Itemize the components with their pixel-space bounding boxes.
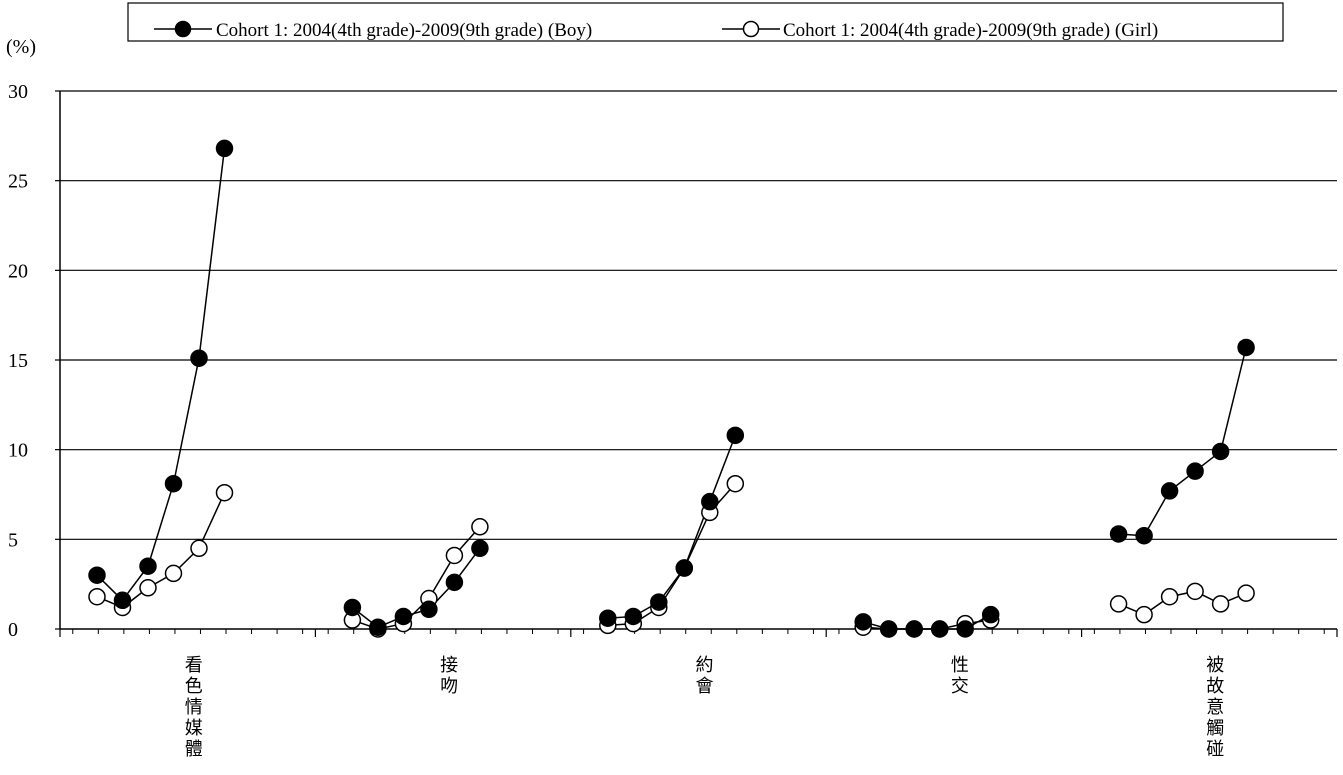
data-point-girl	[139, 579, 157, 597]
legend: Cohort 1: 2004(4th grade)-2009(9th grade…	[127, 2, 1284, 42]
category-labels: 看色情媒體 接吻 約會 性交 被故意觸碰	[185, 655, 1225, 760]
data-point-boy	[1186, 462, 1204, 480]
data-point-boy	[1135, 526, 1153, 545]
data-point-boy	[1160, 482, 1179, 500]
data-point-girl	[1160, 587, 1179, 606]
data-point-boy	[471, 539, 489, 558]
data-point-boy	[905, 620, 923, 638]
data-point-boy	[113, 591, 132, 610]
data-point-boy	[139, 557, 157, 575]
category-label-0: 看色情媒體	[185, 655, 203, 760]
data-point-boy	[726, 426, 745, 445]
y-tick-label-0: 0	[8, 619, 18, 641]
category-label-4: 被故意觸碰	[1206, 655, 1224, 760]
data-point-boy	[650, 593, 668, 611]
y-tick-label-20: 20	[8, 260, 28, 282]
data-point-boy	[956, 620, 974, 638]
data-point-girl	[164, 564, 183, 583]
legend-girl-marker	[742, 20, 760, 38]
category-label-1: 接吻	[440, 655, 458, 697]
series-layer	[88, 139, 1255, 638]
category-label-3: 性交	[951, 655, 969, 697]
y-tick-label-30: 30	[8, 81, 28, 103]
data-point-boy	[599, 609, 617, 627]
data-point-boy	[675, 559, 694, 577]
legend-girl-label: Cohort 1: 2004(4th grade)-2009(9th grade…	[783, 20, 1158, 41]
data-point-boy	[854, 613, 872, 631]
data-point-girl	[1186, 582, 1204, 601]
data-point-boy	[369, 618, 387, 636]
legend-box	[127, 2, 1284, 42]
data-point-boy	[420, 600, 438, 619]
data-point-girl	[1237, 584, 1255, 602]
legend-boy-label: Cohort 1: 2004(4th grade)-2009(9th grade…	[216, 20, 592, 41]
gridlines	[60, 90, 1337, 540]
data-point-boy	[930, 620, 949, 638]
data-point-boy	[215, 139, 234, 158]
data-point-boy	[701, 492, 719, 511]
y-tick-labels: 0 5 10 15 20 25 30	[8, 81, 60, 641]
data-point-boy	[343, 598, 362, 617]
data-point-boy	[164, 474, 183, 493]
data-point-girl	[1135, 605, 1153, 624]
data-point-boy	[879, 620, 898, 638]
data-point-girl	[726, 474, 745, 493]
data-point-girl	[1211, 595, 1230, 613]
y-tick-label-10: 10	[8, 440, 28, 462]
data-point-boy	[1237, 338, 1255, 357]
y-axis-unit-label: (%)	[6, 36, 36, 58]
series-markers	[88, 139, 1255, 638]
y-tick-label-25: 25	[8, 171, 28, 193]
data-point-boy	[1109, 525, 1128, 543]
data-point-boy	[1211, 442, 1230, 461]
data-point-boy	[981, 605, 1000, 624]
data-point-boy	[190, 349, 208, 367]
y-tick-label-5: 5	[8, 529, 18, 551]
data-point-girl	[1109, 595, 1128, 613]
data-point-boy	[624, 607, 643, 626]
data-point-boy	[445, 573, 464, 592]
data-point-boy	[88, 566, 106, 584]
category-label-2: 約會	[696, 655, 714, 697]
y-tick-label-15: 15	[8, 350, 28, 372]
data-point-boy	[394, 607, 413, 626]
data-point-girl	[471, 518, 489, 536]
data-point-girl	[215, 483, 234, 502]
data-point-girl	[190, 539, 208, 558]
data-point-girl	[88, 587, 106, 606]
legend-boy-marker	[174, 20, 192, 38]
data-point-girl	[445, 546, 464, 565]
